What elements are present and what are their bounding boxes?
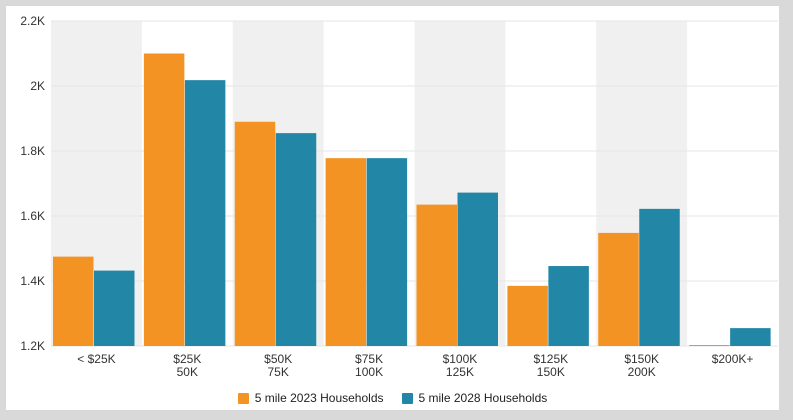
x-tick-label: $50K 75K (264, 352, 292, 379)
x-tick-label: $100K 125K (443, 352, 478, 379)
y-tick-label: 1.2K (20, 339, 45, 353)
legend-label-2028: 5 mile 2028 Households (418, 391, 548, 405)
legend-label-2023: 5 mile 2023 Households (254, 391, 384, 405)
legend-item-2023[interactable]: 5 mile 2023 Households (237, 391, 384, 405)
x-tick-label: < $25K (77, 352, 115, 366)
y-tick-label: 1.8K (20, 144, 45, 158)
x-tick-label: $200K+ (712, 352, 754, 366)
bar-2023 (234, 121, 276, 346)
bar-2028 (457, 192, 498, 346)
bar-2023 (143, 53, 185, 346)
bar-2028 (94, 270, 135, 346)
bar-2028 (639, 208, 680, 346)
y-tick-label: 1.6K (20, 209, 45, 223)
bar-2023 (325, 158, 367, 346)
bar-2028 (730, 328, 771, 346)
bar-2023 (598, 232, 639, 346)
bar-2023 (689, 345, 730, 346)
bar-2023 (507, 285, 548, 346)
bar-2028 (275, 133, 317, 346)
y-tick-label: 2.2K (20, 14, 45, 28)
y-tick-label: 2K (30, 79, 45, 93)
chart-frame: 1.2K 1.4K 1.6K 1.8K 2K 2.2K < $25K $25K 50K $50K 7… (6, 6, 779, 410)
legend-swatch-2023 (237, 392, 249, 404)
y-tick-label: 1.4K (20, 274, 45, 288)
x-tick-label: $125K 150K (533, 352, 568, 379)
legend-swatch-2028 (401, 392, 413, 404)
chart-legend: 5 mile 2023 Households 5 mile 2028 House… (6, 391, 779, 405)
bar-chart: 1.2K 1.4K 1.6K 1.8K 2K 2.2K < $25K $25K 50K $50K 7… (20, 14, 778, 379)
bar-2028 (548, 266, 589, 346)
bar-2023 (416, 204, 457, 346)
bar-2023 (53, 256, 94, 346)
x-tick-label: $75K 100K (355, 352, 383, 379)
x-tick-label: $150K 200K (624, 352, 659, 379)
legend-item-2028[interactable]: 5 mile 2028 Households (401, 391, 548, 405)
bar-2028 (366, 158, 408, 346)
bar-2028 (184, 80, 226, 347)
x-tick-label: $25K 50K (173, 352, 201, 379)
